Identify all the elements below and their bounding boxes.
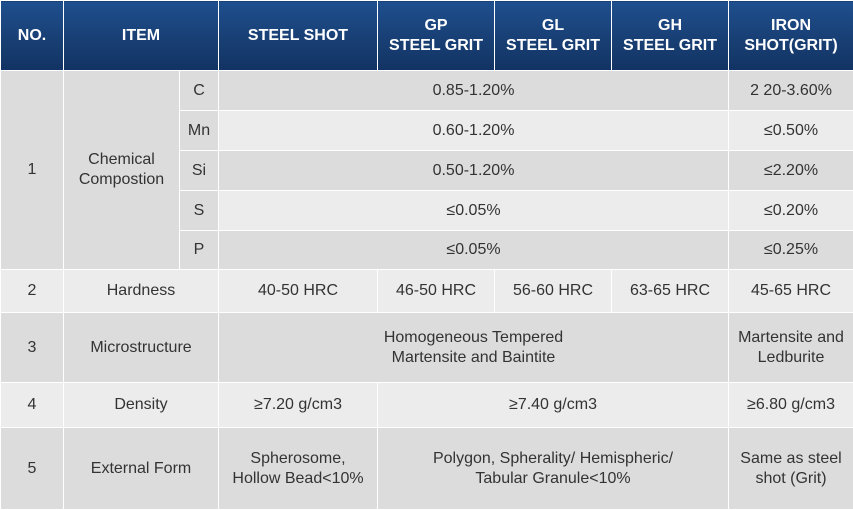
header-row: NO. ITEM STEEL SHOT GP STEEL GRIT GL STE… (1, 1, 853, 71)
element-steel-value: 0.85-1.20% (219, 71, 729, 111)
header-no: NO. (1, 1, 64, 71)
header-iron-shot-grit: IRON SHOT(GRIT) (729, 1, 853, 71)
microstructure-steel-line2: Martensite and Baintite (221, 348, 726, 368)
element-iron-value: ≤0.20% (729, 191, 853, 231)
row-number: 4 (1, 383, 64, 428)
external-form-grit: Polygon, Spherality/ Hemispheric/ Tabula… (378, 428, 729, 510)
microstructure-iron-line1: Martensite and (731, 328, 851, 348)
header-gh-steel-grit: GH STEEL GRIT (612, 1, 729, 71)
external-form-grit-line1: Polygon, Spherality/ Hemispheric/ (380, 449, 726, 469)
row-number: 2 (1, 270, 64, 313)
row-number: 1 (1, 71, 64, 270)
chemical-composition-label: Chemical Compostion (64, 71, 180, 270)
header-item: ITEM (64, 1, 219, 71)
header-gp-line1: GP (380, 16, 492, 36)
external-form-iron: Same as steel shot (Grit) (729, 428, 853, 510)
hardness-iron: 45-65 HRC (729, 270, 853, 313)
element-steel-value: 0.50-1.20% (219, 151, 729, 191)
element-symbol: Mn (180, 111, 219, 151)
header-gl-line1: GL (497, 16, 609, 36)
header-gl-steel-grit: GL STEEL GRIT (495, 1, 612, 71)
microstructure-label: Microstructure (64, 313, 219, 383)
microstructure-iron-line2: Ledburite (731, 348, 851, 368)
table-row-hardness: 2 Hardness 40-50 HRC 46-50 HRC 56-60 HRC… (1, 270, 853, 313)
density-label: Density (64, 383, 219, 428)
element-steel-value: ≤0.05% (219, 231, 729, 270)
density-steel-shot: ≥7.20 g/cm3 (219, 383, 378, 428)
table-row-chem-c: 1 Chemical Compostion C 0.85-1.20% 2 20-… (1, 71, 853, 111)
header-steel-shot: STEEL SHOT (219, 1, 378, 71)
density-grit: ≥7.40 g/cm3 (378, 383, 729, 428)
header-iron-line2: SHOT(GRIT) (731, 36, 851, 56)
header-gl-line2: STEEL GRIT (497, 36, 609, 56)
density-iron: ≥6.80 g/cm3 (729, 383, 853, 428)
hardness-gh: 63-65 HRC (612, 270, 729, 313)
element-symbol: C (180, 71, 219, 111)
header-gp-line2: STEEL GRIT (380, 36, 492, 56)
hardness-gl: 56-60 HRC (495, 270, 612, 313)
element-iron-value: ≤0.25% (729, 231, 853, 270)
microstructure-steel-line1: Homogeneous Tempered (221, 328, 726, 348)
table-row-microstructure: 3 Microstructure Homogeneous Tempered Ma… (1, 313, 853, 383)
element-symbol: P (180, 231, 219, 270)
external-form-steel-line2: Hollow Bead<10% (221, 469, 375, 489)
chemical-label-line1: Chemical (66, 150, 177, 170)
element-iron-value: ≤0.50% (729, 111, 853, 151)
external-form-grit-line2: Tabular Granule<10% (380, 469, 726, 489)
header-gh-line1: GH (614, 16, 726, 36)
element-iron-value: 2 20-3.60% (729, 71, 853, 111)
external-form-steel-line1: Spherosome, (221, 449, 375, 469)
element-symbol: S (180, 191, 219, 231)
header-gh-line2: STEEL GRIT (614, 36, 726, 56)
header-gp-steel-grit: GP STEEL GRIT (378, 1, 495, 71)
element-iron-value: ≤2.20% (729, 151, 853, 191)
microstructure-steel: Homogeneous Tempered Martensite and Bain… (219, 313, 729, 383)
table-row-external-form: 5 External Form Spherosome, Hollow Bead<… (1, 428, 853, 510)
external-form-steel-shot: Spherosome, Hollow Bead<10% (219, 428, 378, 510)
external-form-label: External Form (64, 428, 219, 510)
external-form-iron-line2: shot (Grit) (731, 469, 851, 489)
row-number: 3 (1, 313, 64, 383)
hardness-gp: 46-50 HRC (378, 270, 495, 313)
row-number: 5 (1, 428, 64, 510)
hardness-label: Hardness (64, 270, 219, 313)
hardness-steel-shot: 40-50 HRC (219, 270, 378, 313)
header-iron-line1: IRON (731, 16, 851, 36)
table-row-density: 4 Density ≥7.20 g/cm3 ≥7.40 g/cm3 ≥6.80 … (1, 383, 853, 428)
chemical-label-line2: Compostion (66, 170, 177, 190)
element-steel-value: ≤0.05% (219, 191, 729, 231)
external-form-iron-line1: Same as steel (731, 449, 851, 469)
element-steel-value: 0.60-1.20% (219, 111, 729, 151)
microstructure-iron: Martensite and Ledburite (729, 313, 853, 383)
element-symbol: Si (180, 151, 219, 191)
